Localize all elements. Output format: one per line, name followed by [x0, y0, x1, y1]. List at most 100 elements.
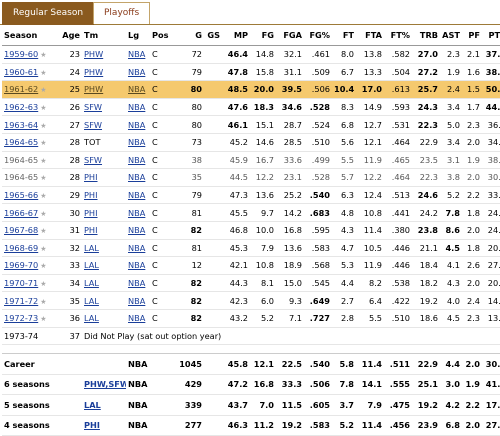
column-header-ft-pct[interactable]: FT%	[384, 25, 412, 46]
team-cell: LAL	[82, 274, 126, 293]
season-link[interactable]: 1971-72	[4, 295, 39, 306]
star-icon: ★	[40, 209, 47, 218]
league-link[interactable]: NBA	[128, 260, 146, 271]
summary-teams-link[interactable]: LAL	[84, 399, 101, 410]
pts-cell: 36.9	[482, 115, 500, 134]
pos-cell: C	[150, 309, 174, 328]
fg-cell: 5.2	[250, 309, 276, 328]
team-link[interactable]: LAL	[84, 278, 99, 289]
team-link[interactable]: PHW	[84, 84, 104, 95]
season-link[interactable]: 1959-60	[4, 49, 39, 60]
pts-cell: 30.1	[482, 168, 500, 187]
season-link[interactable]: 1970-71	[4, 278, 39, 289]
league-link[interactable]: NBA	[128, 242, 146, 253]
league-link[interactable]: NBA	[128, 207, 146, 218]
pts-cell: 20.5	[482, 239, 500, 258]
column-header-ast[interactable]: AST	[440, 25, 462, 46]
ast-cell: 2.4	[440, 80, 462, 99]
season-link[interactable]: 1968-69	[4, 242, 39, 253]
column-header-pos[interactable]: Pos	[150, 25, 174, 46]
league-link[interactable]: NBA	[128, 225, 146, 236]
season-link[interactable]: 1960-61	[4, 66, 39, 77]
pf-cell: 1.7	[462, 98, 482, 117]
tab-playoffs[interactable]: Playoffs	[93, 2, 151, 24]
mp-cell: 45.5	[222, 203, 250, 222]
team-cell: PHI	[82, 186, 126, 205]
column-header-gs[interactable]: GS	[204, 25, 222, 46]
summary-fga: 19.2	[276, 415, 304, 436]
season-link[interactable]: 1962-63	[4, 102, 39, 113]
league-link[interactable]: NBA	[128, 66, 146, 77]
league-link[interactable]: NBA	[128, 295, 146, 306]
league-link[interactable]: NBA	[128, 313, 146, 324]
team-cell: LAL	[82, 256, 126, 275]
league-link[interactable]: NBA	[128, 49, 146, 60]
season-link[interactable]: 1964-65	[4, 137, 39, 148]
column-header-season[interactable]: Season	[2, 25, 58, 46]
league-link[interactable]: NBA	[128, 172, 146, 183]
team-link[interactable]: SFW	[84, 102, 103, 113]
column-header-pf[interactable]: PF	[462, 25, 482, 46]
team-link[interactable]: PHI	[84, 172, 98, 183]
fg-cell: 14.6	[250, 133, 276, 152]
gs-cell	[204, 133, 222, 152]
team-link[interactable]: LAL	[84, 313, 99, 324]
team-cell: PHI	[82, 203, 126, 222]
season-link[interactable]: 1972-73	[4, 313, 39, 324]
summary-fga: 22.5	[276, 353, 304, 375]
league-link[interactable]: NBA	[128, 190, 146, 201]
gs-cell	[204, 45, 222, 64]
team-link[interactable]: PHI	[84, 207, 98, 218]
mp-cell: 46.8	[222, 221, 250, 240]
team-link[interactable]: SFW	[84, 154, 103, 165]
column-header-age[interactable]: Age	[58, 25, 82, 46]
g-cell: 35	[174, 168, 204, 187]
summary-row: 5 seasons LAL NBA 339 43.7 7.0 11.5.605 3.7 7.9.…	[2, 394, 500, 416]
league-link[interactable]: NBA	[128, 102, 146, 113]
season-link[interactable]: 1965-66	[4, 190, 39, 201]
gs-cell	[204, 256, 222, 275]
season-link[interactable]: 1969-70	[4, 260, 39, 271]
mp-cell: 48.5	[222, 80, 250, 99]
fga-cell: 39.5	[276, 80, 304, 99]
fgp-cell: .727	[304, 309, 332, 328]
season-link[interactable]: 1961-62	[4, 84, 39, 95]
fgp-cell: .509	[304, 63, 332, 82]
column-header-tm[interactable]: Tm	[82, 25, 126, 46]
league-link[interactable]: NBA	[128, 137, 146, 148]
season-link[interactable]: 1967-68	[4, 225, 39, 236]
column-header-g[interactable]: G	[174, 25, 204, 46]
column-header-fg-pct[interactable]: FG%	[304, 25, 332, 46]
team-link[interactable]: SFW	[84, 119, 103, 130]
summary-teams-link[interactable]: PHI	[84, 420, 100, 431]
team-link[interactable]: LAL	[84, 295, 99, 306]
team-link[interactable]: LAL	[84, 260, 99, 271]
column-header-mp[interactable]: MP	[222, 25, 250, 46]
team-link[interactable]: PHI	[84, 225, 98, 236]
gs-cell	[204, 186, 222, 205]
column-header-fg[interactable]: FG	[250, 25, 276, 46]
team-link[interactable]: LAL	[84, 242, 99, 253]
league-link[interactable]: NBA	[128, 278, 146, 289]
column-header-lg[interactable]: Lg	[126, 25, 150, 46]
column-header-trb[interactable]: TRB	[412, 25, 440, 46]
season-link[interactable]: 1963-64	[4, 119, 39, 130]
column-header-pts[interactable]: PTS	[482, 25, 500, 46]
team-link[interactable]: PHI	[84, 190, 98, 201]
summary-teams-link[interactable]: PHW,SFW	[84, 379, 126, 390]
team-link[interactable]: PHW	[84, 49, 104, 60]
league-link[interactable]: NBA	[128, 119, 146, 130]
star-icon: ★	[40, 315, 47, 324]
season-link[interactable]: 1966-67	[4, 207, 39, 218]
team-link[interactable]: PHW	[84, 66, 104, 77]
tab-regular-season[interactable]: Regular Season	[2, 2, 95, 25]
team-cell: PHW	[82, 80, 126, 99]
season-cell: 1960-61 ★	[2, 63, 58, 82]
summary-pts: 30.1	[482, 353, 500, 375]
column-header-fga[interactable]: FGA	[276, 25, 304, 46]
column-header-ft[interactable]: FT	[332, 25, 356, 46]
league-link[interactable]: NBA	[128, 154, 146, 165]
league-link[interactable]: NBA	[128, 84, 146, 95]
column-header-fta[interactable]: FTA	[356, 25, 384, 46]
summary-league: NBA	[126, 374, 150, 396]
